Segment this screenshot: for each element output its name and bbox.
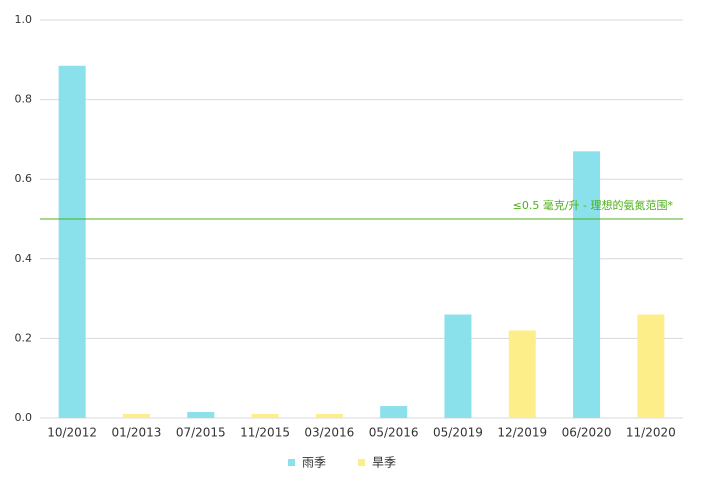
bar bbox=[508, 330, 536, 418]
bar bbox=[573, 151, 601, 418]
legend-marker bbox=[358, 459, 365, 466]
legend-label: 雨季 bbox=[302, 456, 326, 470]
x-tick-label: 11/2020 bbox=[626, 426, 676, 440]
x-tick-label: 07/2015 bbox=[176, 426, 226, 440]
x-tick-label: 01/2013 bbox=[112, 426, 162, 440]
x-tick-label: 05/2019 bbox=[433, 426, 483, 440]
y-tick-label: 0.8 bbox=[15, 93, 33, 106]
legend-marker bbox=[288, 459, 295, 466]
y-tick-label: 0.6 bbox=[15, 172, 33, 185]
bar bbox=[380, 406, 408, 418]
bar bbox=[315, 414, 343, 418]
bar bbox=[122, 414, 150, 418]
y-tick-label: 0.2 bbox=[15, 331, 33, 344]
y-tick-label: 0.4 bbox=[15, 252, 33, 265]
x-tick-label: 11/2015 bbox=[240, 426, 290, 440]
x-tick-label: 12/2019 bbox=[497, 426, 547, 440]
legend-label: 旱季 bbox=[372, 456, 396, 470]
x-tick-label: 06/2020 bbox=[562, 426, 612, 440]
x-tick-label: 10/2012 bbox=[47, 426, 97, 440]
y-tick-label: 0.0 bbox=[15, 411, 33, 424]
bar bbox=[637, 314, 665, 418]
reference-label: ≤0.5 毫克/升 - 理想的氨氮范围* bbox=[513, 198, 674, 212]
bar bbox=[444, 314, 472, 418]
x-tick-label: 05/2016 bbox=[369, 426, 419, 440]
bar bbox=[251, 414, 279, 418]
bar bbox=[187, 412, 215, 418]
x-tick-label: 03/2016 bbox=[304, 426, 354, 440]
y-tick-label: 1.0 bbox=[15, 13, 33, 26]
bar bbox=[58, 65, 86, 419]
